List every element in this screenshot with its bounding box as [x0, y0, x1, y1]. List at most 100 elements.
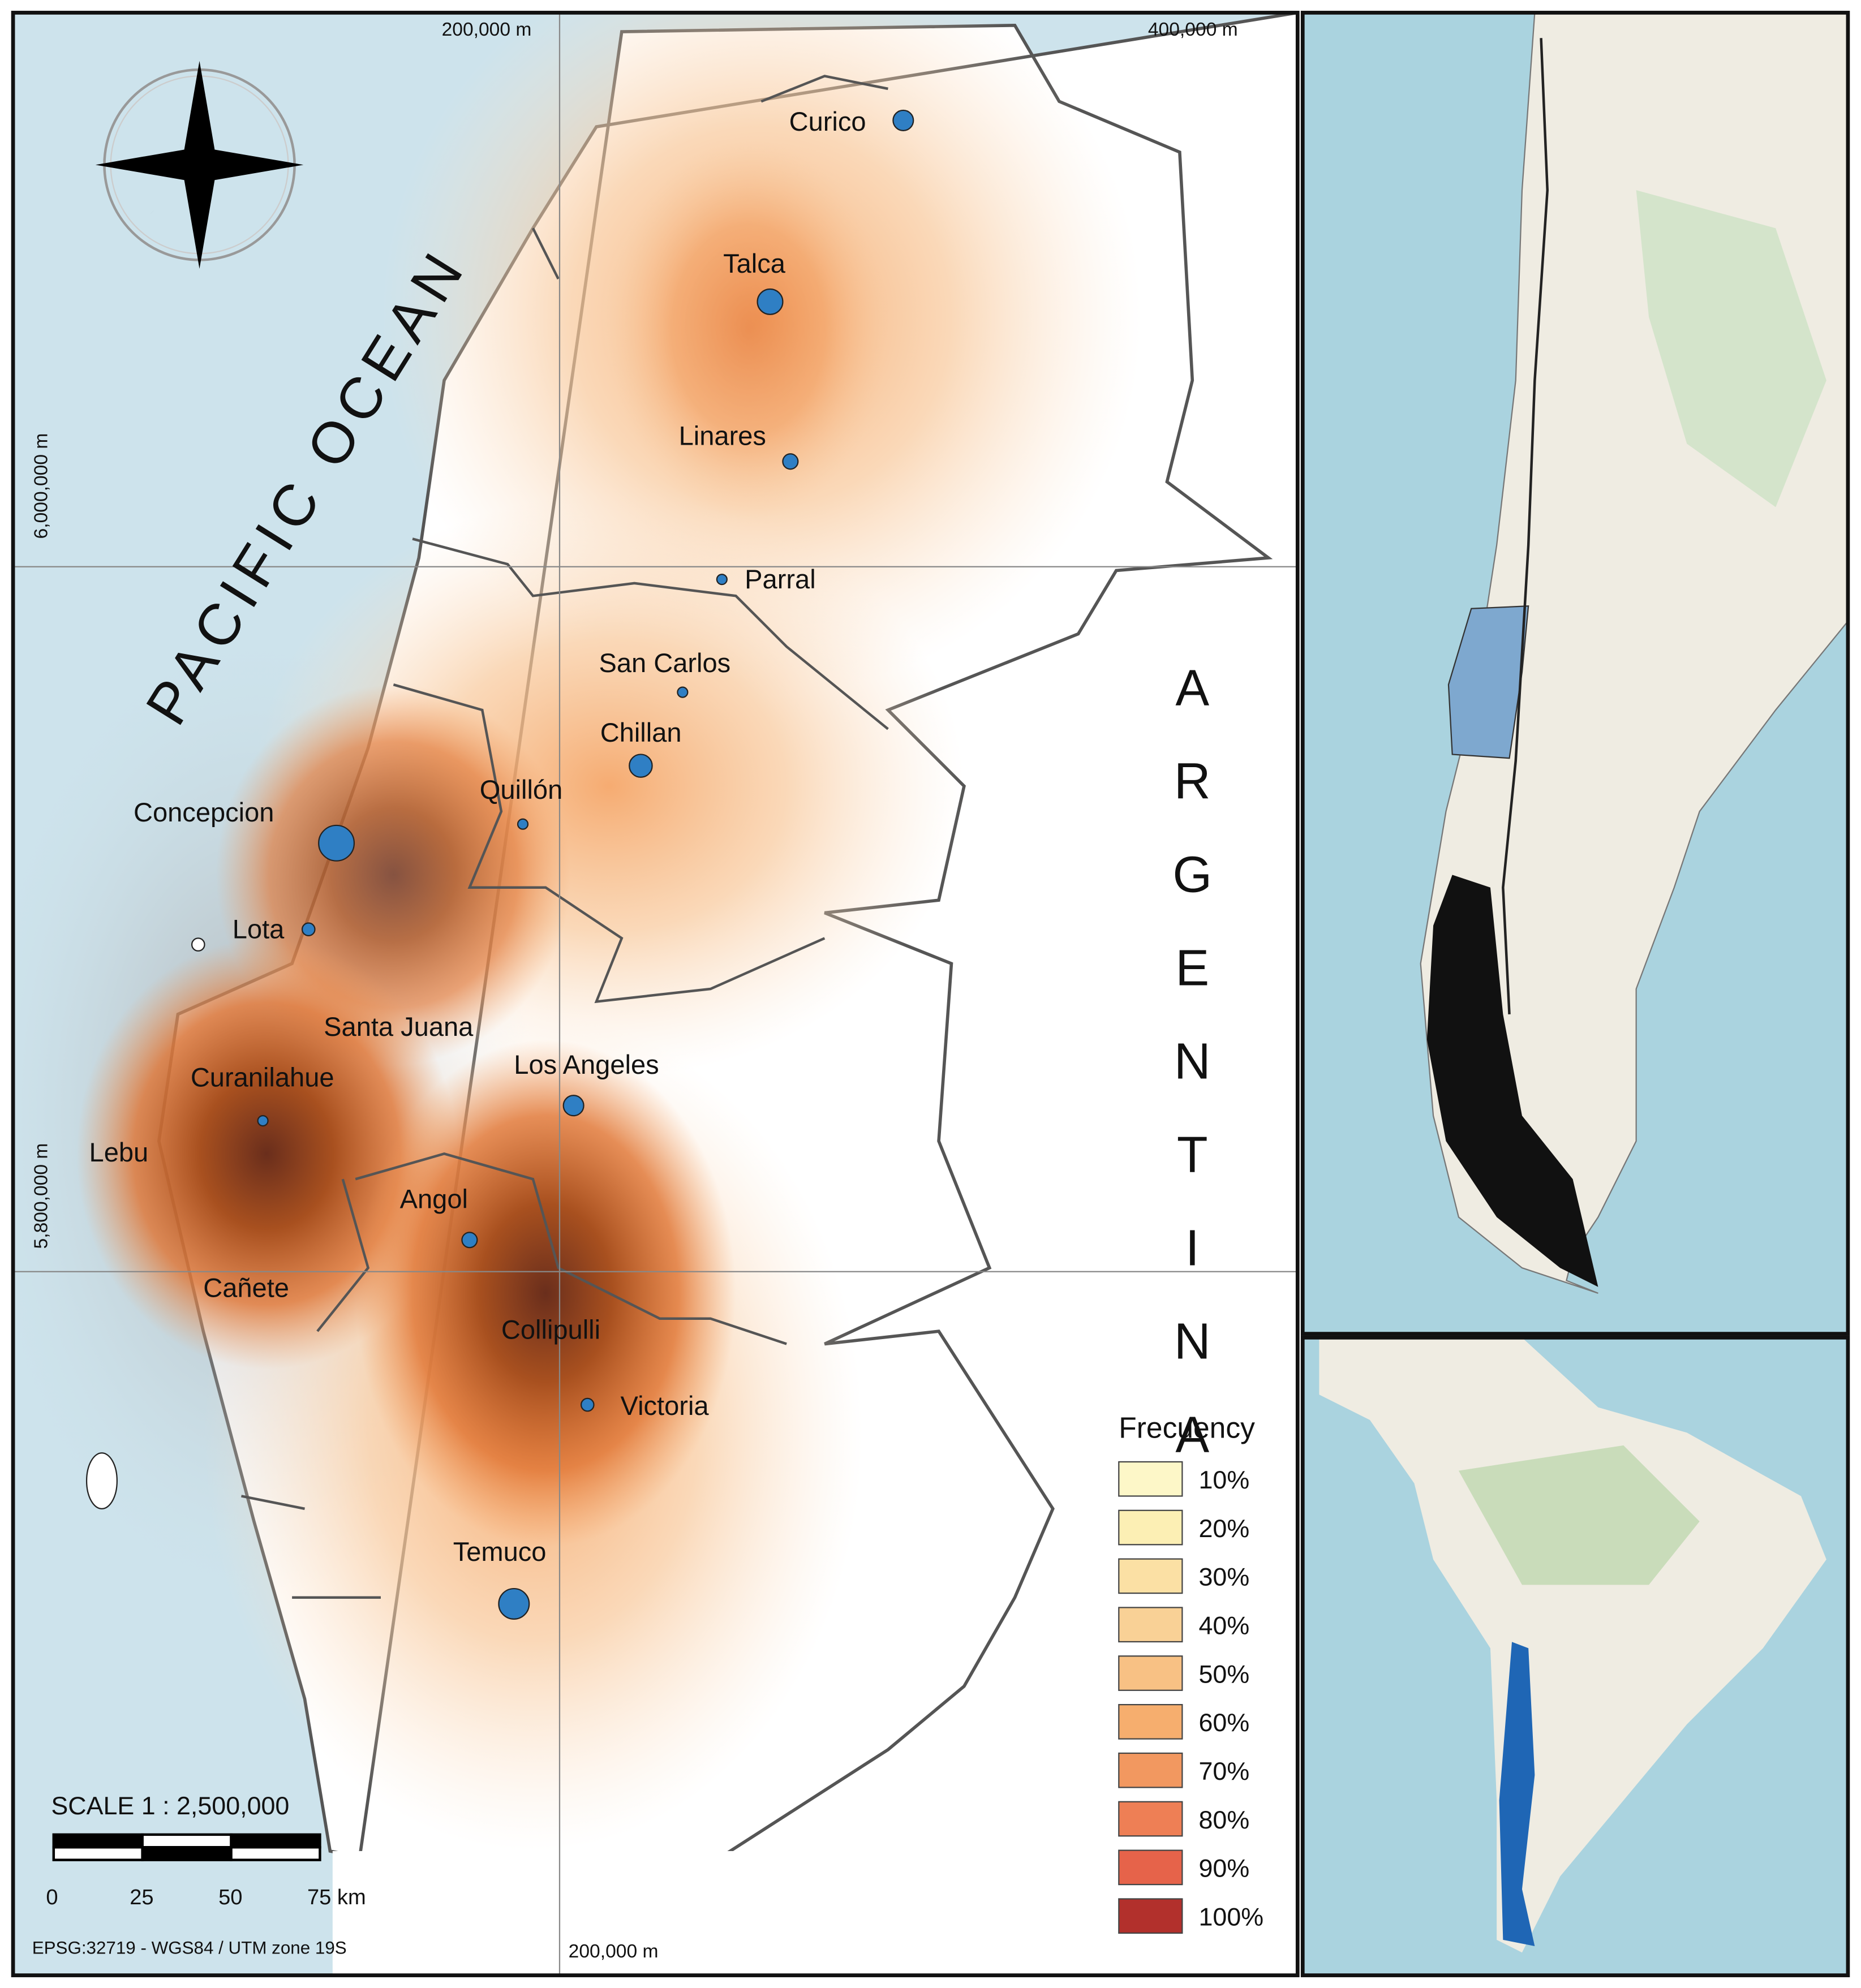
legend-label: 30%	[1198, 1563, 1249, 1591]
urban-area	[318, 824, 355, 862]
inset-frame	[1300, 11, 1850, 1336]
legend: 10% 20% 30% 40% 50% 60% 70% 80% 90% 100%	[1118, 1461, 1263, 1934]
scale-segment	[141, 1833, 233, 1849]
projection-label: EPSG:32719 - WGS84 / UTM zone 19S	[32, 1938, 347, 1957]
scale-tick-label: 25	[130, 1886, 153, 1909]
density-zone	[355, 1039, 736, 1547]
legend-label: 70%	[1198, 1757, 1249, 1785]
urban-area	[257, 1115, 269, 1127]
inset-study-area	[1447, 605, 1529, 759]
urban-area	[757, 288, 784, 315]
legend-label: 20%	[1198, 1514, 1249, 1543]
legend-label: 60%	[1198, 1709, 1249, 1737]
inset-land	[1319, 1337, 1826, 1953]
legend-swatch	[1118, 1801, 1183, 1837]
density-surface	[13, 12, 1142, 1851]
urban-area	[562, 1095, 584, 1117]
city-label: Talca	[723, 248, 786, 278]
city-label: Santa Juana	[324, 1012, 474, 1042]
urban-area	[892, 109, 914, 131]
graticule	[13, 12, 1298, 1976]
city-label: Lebu	[89, 1137, 149, 1167]
urban-area	[301, 922, 316, 937]
inset-chile	[1499, 1642, 1535, 1947]
border	[355, 1152, 787, 1345]
density-zone	[609, 139, 888, 520]
north-arrow	[95, 61, 304, 269]
legend-label: 10%	[1198, 1466, 1249, 1494]
inset-archipelago	[1426, 875, 1598, 1287]
city-label: Quillón	[480, 774, 562, 804]
scale-segment	[52, 1833, 144, 1849]
scale-title: SCALE 1 : 2,500,000	[51, 1792, 289, 1820]
legend-label: 100%	[1198, 1903, 1263, 1931]
city-label: Collipulli	[501, 1315, 600, 1345]
region-borders	[241, 75, 889, 1599]
legend-label: 90%	[1198, 1854, 1249, 1883]
main-frame	[11, 11, 1300, 1977]
urban-area	[461, 1232, 478, 1249]
scale-segment	[141, 1846, 233, 1861]
legend-swatch	[1118, 1898, 1183, 1934]
scale-ticks: 0 25 50 75 km	[46, 1886, 366, 1909]
legend-swatch	[1118, 1509, 1183, 1546]
border	[531, 75, 888, 280]
urban-area	[629, 754, 653, 778]
city-label: San Carlos	[599, 648, 730, 678]
urban-area	[498, 1587, 530, 1620]
legend-label: 50%	[1198, 1660, 1249, 1688]
city-label: Concepcion	[134, 797, 274, 827]
legend-swatch	[1118, 1703, 1183, 1740]
city-label: Angol	[400, 1184, 468, 1214]
scale-segment	[52, 1846, 144, 1861]
island	[85, 1452, 118, 1509]
grid-label: 6,000,000 m	[31, 433, 52, 539]
legend-swatch	[1118, 1655, 1183, 1691]
border	[241, 1178, 381, 1599]
city-label: Chillan	[600, 717, 682, 747]
grid-label: 400,000 m	[1148, 19, 1238, 40]
island	[191, 937, 205, 952]
inset-vegetation	[1458, 1445, 1700, 1585]
inset-south-america	[1300, 1335, 1850, 1977]
legend-label: 40%	[1198, 1612, 1249, 1640]
city-label: Lota	[233, 914, 285, 944]
urban-area	[677, 686, 689, 698]
urban-area	[580, 1397, 595, 1412]
city-label: Los Angeles	[514, 1049, 659, 1079]
urban-area	[716, 574, 728, 586]
border	[393, 683, 826, 1004]
city-label: Temuco	[453, 1537, 547, 1567]
inset-chile	[1300, 11, 1850, 1336]
city-label: Cañete	[203, 1273, 289, 1303]
scale-tick-label: 75 km	[307, 1886, 366, 1909]
legend-swatch	[1118, 1849, 1183, 1886]
city-label: Curico	[789, 106, 866, 136]
scale-tick-label: 50	[218, 1886, 242, 1909]
inset-vegetation	[1636, 190, 1826, 507]
legend-swatch	[1118, 1752, 1183, 1788]
legend-title: Frecuency	[1119, 1411, 1255, 1444]
urban-areas	[85, 109, 914, 1620]
scale-tick-label: 0	[46, 1886, 58, 1909]
legend-swatch	[1118, 1607, 1183, 1643]
scale-segment	[230, 1846, 321, 1861]
inset-frame	[1300, 1335, 1850, 1977]
urban-area	[782, 453, 799, 470]
scale-bar	[52, 1833, 321, 1861]
main-map: Curico Talca Linares Parral San Carlos C…	[13, 12, 1298, 1976]
grid-label: 200,000 m	[569, 1941, 659, 1962]
grid-label: 5,800,000 m	[31, 1143, 52, 1249]
border	[412, 537, 889, 730]
inset-chile-border	[1502, 38, 1549, 1014]
urban-area	[517, 818, 529, 830]
country-label: ARGENTINA	[1164, 659, 1220, 1499]
legend-swatch	[1118, 1461, 1183, 1497]
legend-label: 80%	[1198, 1806, 1249, 1834]
city-label: Curanilahue	[191, 1062, 334, 1092]
compass-star	[95, 61, 304, 269]
scale-segment	[230, 1833, 321, 1849]
city-label: Linares	[679, 421, 766, 451]
